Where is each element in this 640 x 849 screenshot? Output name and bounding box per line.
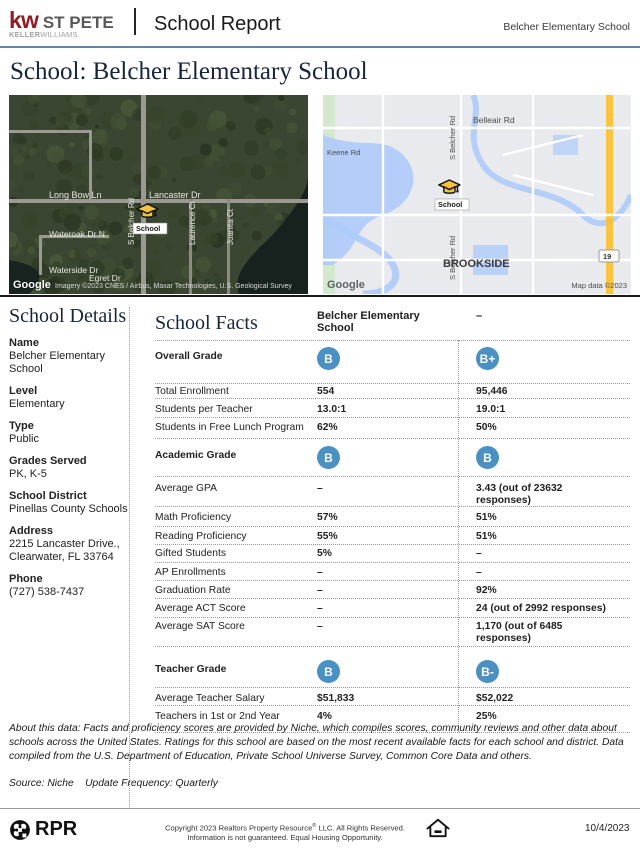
svg-text:19: 19 <box>603 252 611 261</box>
svg-text:School: School <box>438 200 462 209</box>
svg-text:Keene Rd: Keene Rd <box>327 148 360 157</box>
svg-text:S Belcher Rd: S Belcher Rd <box>127 198 136 245</box>
svg-text:Egret Dr: Egret Dr <box>89 273 121 283</box>
svg-text:S Belcher Rd: S Belcher Rd <box>448 116 457 160</box>
svg-text:School: School <box>136 224 160 233</box>
svg-text:Long Bow Ln: Long Bow Ln <box>49 190 102 200</box>
svg-text:BROOKSIDE: BROOKSIDE <box>443 258 510 270</box>
svg-text:Laurence Ct: Laurence Ct <box>188 201 197 245</box>
svg-text:Wateroak Dr N: Wateroak Dr N <box>49 229 105 239</box>
svg-text:Juanita Ct: Juanita Ct <box>226 208 235 245</box>
svg-text:Belleair Rd: Belleair Rd <box>473 115 515 125</box>
svg-text:Lancaster Dr: Lancaster Dr <box>149 190 201 200</box>
